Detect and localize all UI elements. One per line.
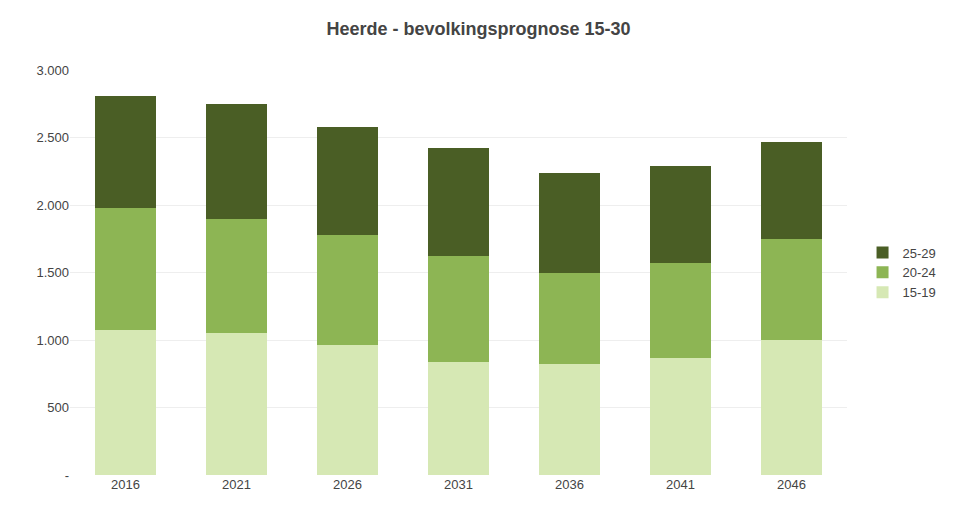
svg-text:2016: 2016: [111, 477, 140, 492]
svg-text:500: 500: [47, 400, 69, 415]
svg-text:1.500: 1.500: [36, 265, 69, 280]
svg-text:3.000: 3.000: [36, 63, 69, 78]
svg-text:2041: 2041: [666, 477, 695, 492]
svg-text:2.500: 2.500: [36, 130, 69, 145]
svg-text:2026: 2026: [333, 477, 362, 492]
svg-text:2046: 2046: [777, 477, 806, 492]
svg-text:2.000: 2.000: [36, 198, 69, 213]
svg-text:15-19: 15-19: [903, 285, 936, 300]
svg-text:-: -: [65, 468, 69, 483]
svg-text:1.000: 1.000: [36, 333, 69, 348]
svg-text:2031: 2031: [444, 477, 473, 492]
svg-text:20-24: 20-24: [903, 265, 936, 280]
svg-text:25-29: 25-29: [903, 246, 936, 261]
svg-text:2021: 2021: [222, 477, 251, 492]
svg-text:2036: 2036: [555, 477, 584, 492]
svg-text:Heerde - bevolkingsprognose 15: Heerde - bevolkingsprognose 15-30: [326, 19, 630, 39]
